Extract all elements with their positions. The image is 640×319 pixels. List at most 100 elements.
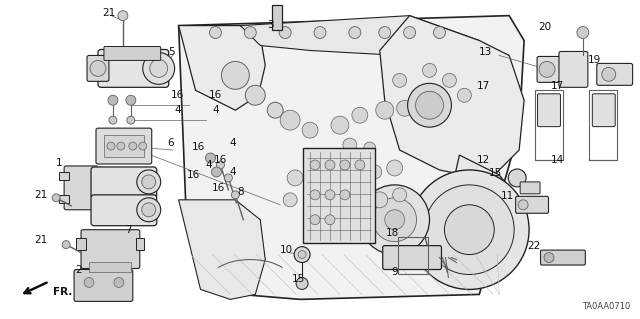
Circle shape [150,59,168,78]
FancyBboxPatch shape [64,166,98,210]
Text: 12: 12 [477,155,490,165]
Circle shape [408,83,451,127]
Circle shape [137,198,161,222]
Text: 17: 17 [477,81,490,91]
Circle shape [296,278,308,289]
Circle shape [221,62,250,89]
Text: 9: 9 [392,266,398,277]
Circle shape [280,110,300,130]
Polygon shape [179,200,265,300]
Circle shape [325,160,335,170]
Circle shape [368,165,381,179]
Text: 18: 18 [386,228,399,238]
Text: 4: 4 [229,138,236,148]
Text: 4: 4 [205,160,212,170]
Text: 21: 21 [102,8,116,18]
Circle shape [364,142,376,154]
Circle shape [518,200,528,210]
Text: 16: 16 [209,90,222,100]
Polygon shape [380,16,524,180]
Circle shape [142,175,156,189]
Circle shape [508,169,526,187]
Text: 5: 5 [168,48,175,57]
Circle shape [90,60,106,76]
Circle shape [216,161,225,169]
FancyBboxPatch shape [74,270,133,301]
Text: 17: 17 [550,81,564,91]
Polygon shape [241,16,479,60]
Circle shape [379,26,390,39]
Circle shape [62,241,70,249]
Circle shape [310,215,320,225]
Circle shape [307,197,323,213]
Circle shape [415,91,444,119]
Text: 1: 1 [56,158,63,168]
FancyBboxPatch shape [87,56,109,81]
Text: FR.: FR. [53,287,72,297]
Text: 8: 8 [237,187,244,197]
Circle shape [404,26,415,39]
Circle shape [108,95,118,105]
Circle shape [114,278,124,287]
Circle shape [355,160,365,170]
Bar [76,238,86,249]
Bar [272,5,282,30]
Text: 3: 3 [267,19,273,30]
Text: 4: 4 [174,105,181,115]
Text: 15: 15 [488,168,502,178]
Circle shape [287,170,303,186]
Polygon shape [179,26,265,110]
Circle shape [129,142,137,150]
Circle shape [442,73,456,87]
Text: 16: 16 [187,170,200,180]
Text: 16: 16 [171,90,184,100]
Circle shape [302,122,318,138]
Circle shape [331,116,349,134]
Text: 22: 22 [527,241,541,251]
Bar [59,195,69,203]
Circle shape [310,190,320,200]
Text: 15: 15 [291,274,305,285]
Circle shape [294,247,310,263]
Text: 20: 20 [538,22,552,32]
Circle shape [298,251,306,259]
Bar [59,172,69,180]
Circle shape [313,168,327,182]
Circle shape [232,191,239,199]
Circle shape [393,73,406,87]
Circle shape [118,11,128,21]
Text: 14: 14 [550,155,564,165]
FancyBboxPatch shape [516,196,548,213]
Polygon shape [449,155,519,285]
Text: 16: 16 [214,155,227,165]
Circle shape [387,160,403,176]
Circle shape [424,185,514,274]
Circle shape [376,101,394,119]
Text: 4: 4 [212,105,219,115]
Circle shape [372,192,388,208]
Text: 2: 2 [76,264,83,275]
Circle shape [283,193,297,207]
Circle shape [343,138,357,152]
FancyBboxPatch shape [538,94,561,127]
Circle shape [422,63,436,78]
Circle shape [205,153,216,163]
FancyBboxPatch shape [596,63,632,85]
Circle shape [325,190,335,200]
Circle shape [52,194,60,202]
Circle shape [385,210,404,230]
Text: 6: 6 [167,138,174,148]
FancyBboxPatch shape [592,94,615,127]
FancyBboxPatch shape [96,128,152,164]
Text: 11: 11 [500,191,514,201]
Circle shape [325,215,335,225]
Circle shape [244,26,256,39]
Text: 4: 4 [229,167,236,177]
Circle shape [279,26,291,39]
Circle shape [225,174,232,182]
Text: 21: 21 [35,190,48,200]
Bar [104,135,144,157]
Circle shape [577,26,589,39]
Circle shape [340,190,350,200]
Circle shape [268,102,283,118]
